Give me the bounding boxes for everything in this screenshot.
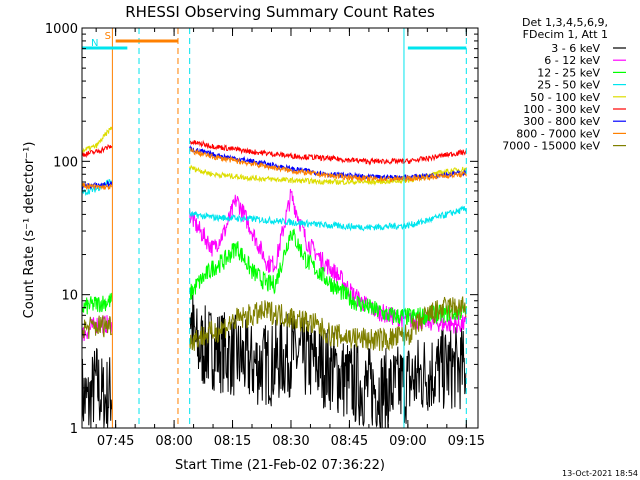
marker-label: S — [105, 31, 111, 42]
y-tick-label: 10 — [61, 289, 78, 304]
series-line — [81, 126, 113, 154]
timestamp: 13-Oct-2021 18:54 — [562, 469, 638, 478]
x-tick-label: 08:30 — [272, 434, 309, 449]
series-line — [189, 147, 467, 183]
legend-label: 7000 - 15000 keV — [502, 140, 600, 153]
x-tick-label: 08:45 — [331, 434, 368, 449]
legend-header: Det 1,3,4,5,6,9, — [522, 16, 608, 29]
x-tick-label: 07:45 — [97, 434, 134, 449]
series-100-300-kev — [81, 139, 467, 166]
legend-label: 300 - 800 keV — [523, 115, 600, 128]
series-line — [189, 205, 467, 232]
legend-label: 800 - 7000 keV — [516, 127, 600, 140]
legend-label: 25 - 50 keV — [537, 79, 600, 92]
series-800-7000-kev — [81, 147, 467, 191]
x-tick-label: 09:00 — [389, 434, 426, 449]
series-line — [189, 228, 467, 326]
series-line — [81, 182, 113, 191]
y-axis-label: Count Rate (s⁻¹ detector⁻¹) — [22, 142, 37, 319]
y-tick-label: 100 — [53, 155, 78, 170]
y-tick-label: 1000 — [45, 22, 78, 37]
series-line — [189, 139, 467, 166]
series-line — [189, 294, 467, 429]
legend-label: 100 - 300 keV — [523, 103, 600, 116]
legend-header: FDecim 1, Att 1 — [523, 28, 608, 41]
x-tick-label: 08:00 — [155, 434, 192, 449]
series-7000-15000-kev — [81, 296, 467, 352]
plot-frame — [81, 27, 479, 429]
legend-label: 12 - 25 keV — [537, 66, 600, 79]
series-line — [81, 315, 113, 339]
x-tick-label: 08:15 — [214, 434, 251, 449]
legend-label: 3 - 6 keV — [551, 42, 600, 55]
series-3-6-kev — [81, 294, 467, 429]
legend: Det 1,3,4,5,6,9,FDecim 1, Att 13 - 6 keV… — [502, 16, 626, 153]
series-12-25-kev — [81, 228, 467, 326]
y-tick-label: 1 — [70, 422, 78, 437]
legend-label: 6 - 12 keV — [544, 54, 600, 67]
series-line — [81, 143, 113, 158]
series-line — [81, 348, 113, 429]
x-tick-label: 09:15 — [448, 434, 485, 449]
plot-area: SN 1 10 100 1000 07:45 08:00 08:15 08:30 08:45 09:… — [45, 22, 485, 449]
series-line — [189, 296, 467, 352]
series-line — [189, 144, 467, 182]
series-line — [81, 292, 113, 315]
marker-label: N — [91, 38, 98, 49]
x-axis-label: Start Time (21-Feb-02 07:36:22) — [175, 458, 385, 473]
legend-label: 50 - 100 keV — [530, 91, 600, 104]
chart-title: RHESSI Observing Summary Count Rates — [125, 3, 435, 21]
